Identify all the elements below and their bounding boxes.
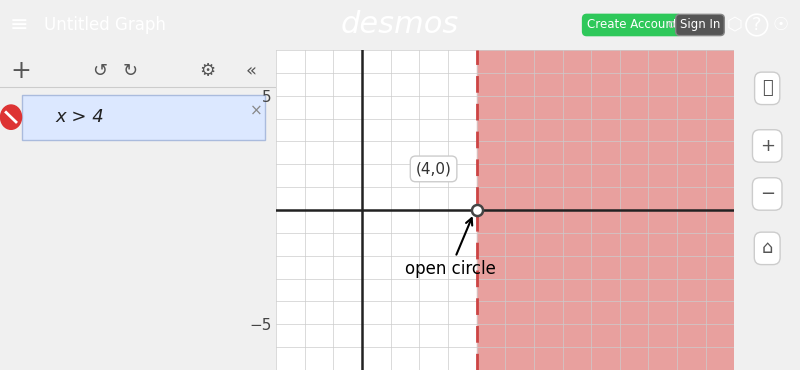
Text: ≡: ≡ <box>10 15 28 35</box>
Text: ⚙: ⚙ <box>199 62 215 80</box>
Text: ⌂: ⌂ <box>762 239 773 258</box>
Text: ⬡: ⬡ <box>726 16 742 34</box>
Text: desmos: desmos <box>341 10 459 40</box>
Text: (4,0): (4,0) <box>416 161 451 176</box>
Text: «: « <box>246 62 257 80</box>
Bar <box>477 50 734 370</box>
Text: Sign In: Sign In <box>680 18 720 31</box>
Text: or: or <box>667 18 680 31</box>
Text: ↻: ↻ <box>122 62 138 80</box>
Text: Create Account: Create Account <box>586 18 678 31</box>
FancyBboxPatch shape <box>22 95 265 139</box>
Text: open circle: open circle <box>405 218 496 278</box>
Text: +: + <box>10 59 31 83</box>
Text: Untitled Graph: Untitled Graph <box>44 16 166 34</box>
Text: ☉: ☉ <box>773 16 789 34</box>
Text: ?: ? <box>752 16 762 34</box>
Circle shape <box>1 105 22 130</box>
Text: +: + <box>760 137 774 155</box>
Text: ×: × <box>250 103 263 118</box>
Text: ↺: ↺ <box>92 62 107 80</box>
Text: 🔧: 🔧 <box>762 79 773 97</box>
Text: −: − <box>760 185 774 203</box>
Text: x > 4: x > 4 <box>55 108 104 126</box>
